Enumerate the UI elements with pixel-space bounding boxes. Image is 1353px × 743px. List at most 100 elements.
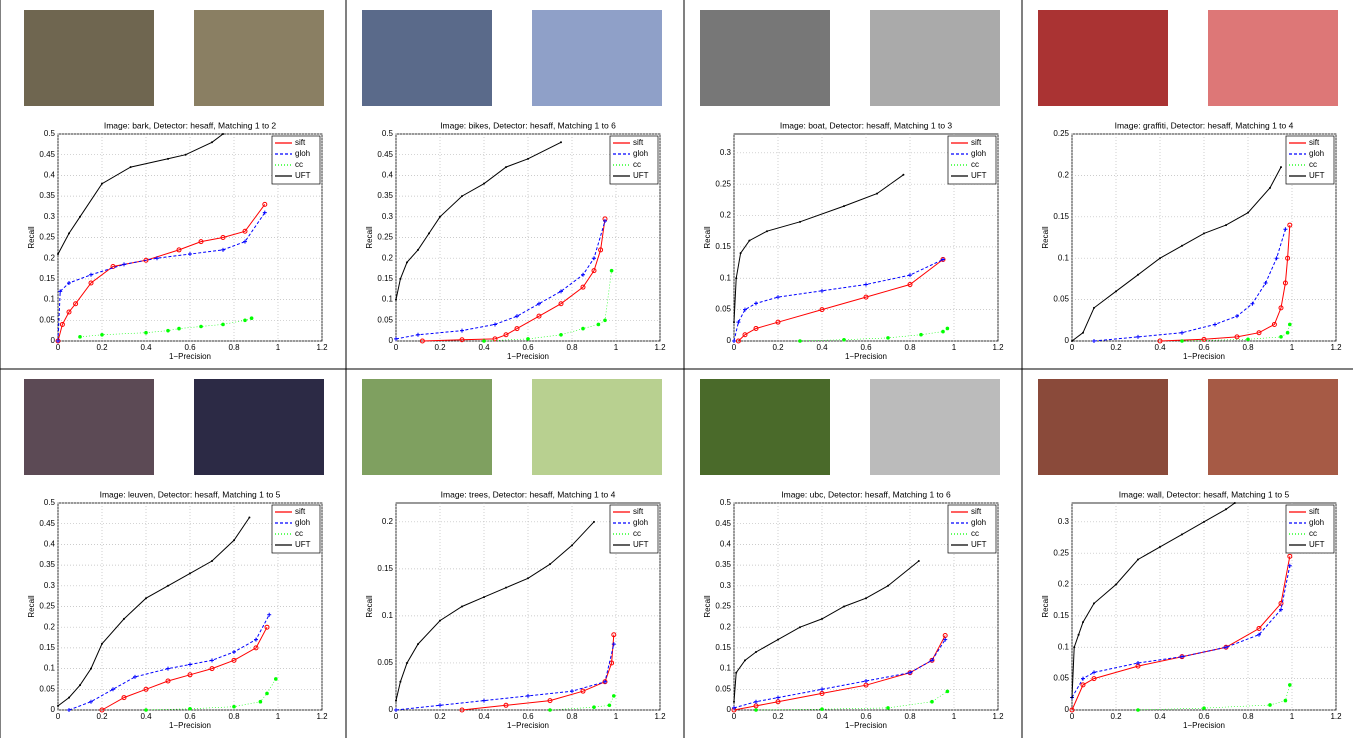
y-tick-label: 0 (1065, 336, 1070, 345)
point (1269, 187, 1271, 189)
legend-label: gloh (633, 149, 648, 158)
legend-label: gloh (295, 518, 310, 527)
y-tick-label: 0.15 (39, 274, 55, 283)
x-tick-label: 1 (276, 343, 281, 352)
point (820, 707, 824, 711)
y-tick-label: 0.1 (44, 664, 56, 673)
x-tick-label: 0.2 (434, 712, 446, 721)
y-tick-label: 0.1 (720, 273, 732, 282)
legend-label: gloh (971, 149, 986, 158)
legend-label: sift (633, 507, 644, 516)
photo (194, 10, 324, 106)
y-tick-label: 0.25 (1053, 129, 1069, 138)
point (482, 339, 486, 343)
x-axis-label: 1−Precision (507, 721, 549, 730)
x-tick-label: 0.2 (772, 712, 784, 721)
x-tick-label: 0 (394, 712, 399, 721)
y-tick-label: 0.15 (1053, 212, 1069, 221)
legend-label: UFT (633, 540, 649, 549)
point (167, 585, 169, 587)
point (754, 708, 758, 712)
y-tick-label: 0.1 (1058, 642, 1070, 651)
y-tick-label: 0.1 (720, 664, 732, 673)
y-tick-label: 0.4 (44, 171, 56, 180)
y-axis-label: Recall (365, 226, 374, 248)
x-tick-label: 1.2 (992, 343, 1004, 352)
legend-label: gloh (1309, 149, 1324, 158)
x-axis-label: 1−Precision (169, 721, 211, 730)
legend-label: UFT (971, 540, 987, 549)
point (886, 706, 890, 710)
legend-label: cc (971, 160, 979, 169)
x-tick-label: 0.8 (1242, 343, 1254, 352)
y-axis-label: Recall (703, 595, 712, 617)
legend-label: UFT (295, 171, 311, 180)
y-axis-label: Recall (27, 595, 36, 617)
point (1137, 558, 1139, 560)
figure: Image: bark, Detector: hesaff, Matching … (0, 0, 1353, 738)
y-tick-label: 0.3 (44, 581, 56, 590)
y-tick-label: 0.15 (377, 274, 393, 283)
legend-label: sift (633, 138, 644, 147)
x-axis-label: 1−Precision (169, 352, 211, 361)
y-axis-label: Recall (703, 226, 712, 248)
point (145, 597, 147, 599)
point (526, 337, 530, 341)
point (527, 158, 529, 160)
point (1203, 232, 1205, 234)
point (259, 700, 263, 704)
x-tick-label: 0.2 (434, 343, 446, 352)
point (592, 705, 596, 709)
chart-title: Image: bark, Detector: hesaff, Matching … (104, 120, 277, 130)
y-tick-label: 0.5 (44, 498, 56, 507)
y-tick-label: 0.15 (715, 643, 731, 652)
point (243, 319, 247, 323)
y-tick-label: 0.05 (39, 315, 55, 324)
point (1247, 212, 1249, 214)
y-tick-label: 0.25 (715, 602, 731, 611)
y-tick-label: 0 (727, 336, 732, 345)
x-axis-label: 1−Precision (845, 352, 887, 361)
y-tick-label: 0.45 (39, 150, 55, 159)
point (483, 596, 485, 598)
point (406, 662, 408, 664)
point (199, 325, 203, 329)
point (1279, 335, 1283, 339)
point (1288, 323, 1292, 327)
y-tick-label: 0.25 (1053, 548, 1069, 557)
x-tick-label: 0.8 (228, 712, 240, 721)
point (130, 166, 132, 168)
photo (700, 379, 830, 475)
y-tick-label: 0.2 (720, 211, 732, 220)
x-tick-label: 0.6 (522, 343, 534, 352)
point (821, 618, 823, 620)
point (188, 707, 192, 711)
point (1202, 706, 1206, 710)
point (406, 261, 408, 263)
point (166, 329, 170, 333)
y-tick-label: 0.05 (715, 305, 731, 314)
x-tick-label: 1 (952, 712, 957, 721)
y-tick-label: 0.35 (377, 191, 393, 200)
point (221, 323, 225, 327)
y-tick-label: 0.35 (39, 191, 55, 200)
point (887, 585, 889, 587)
point (1093, 307, 1095, 309)
x-tick-label: 0.4 (816, 343, 828, 352)
point (740, 252, 742, 254)
point (461, 195, 463, 197)
y-axis-label: Recall (1041, 595, 1050, 617)
legend-label: UFT (633, 171, 649, 180)
y-tick-label: 0 (51, 336, 56, 345)
y-tick-label: 0.2 (44, 253, 56, 262)
point (918, 560, 920, 562)
point (946, 327, 950, 331)
photo (24, 10, 154, 106)
point (79, 684, 81, 686)
point (571, 544, 573, 546)
point (417, 249, 419, 251)
point (79, 216, 81, 218)
point (1082, 332, 1084, 334)
photo (1038, 379, 1168, 475)
point (733, 321, 735, 323)
